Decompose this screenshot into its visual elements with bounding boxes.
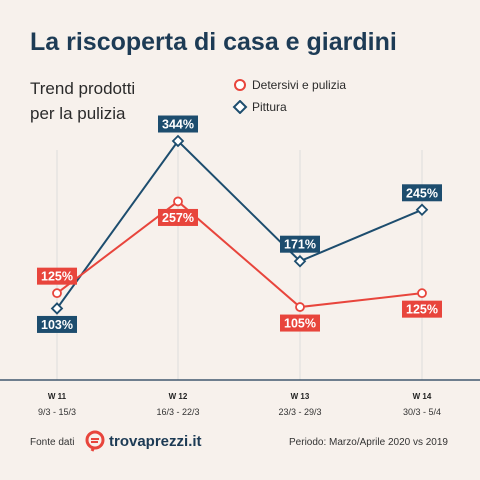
data-point-diamond — [171, 134, 185, 148]
data-label-box — [158, 115, 198, 133]
data-label-box — [402, 184, 442, 202]
series-line-pittura — [56, 139, 423, 310]
data-label: 105% — [284, 317, 316, 331]
data-label-box — [158, 208, 198, 226]
data-point-circle — [295, 302, 305, 312]
data-label: 344% — [162, 118, 194, 132]
circle-marker-icon — [234, 79, 246, 91]
data-label-box — [280, 235, 320, 253]
x-tick-date-label: 23/3 - 29/3 — [278, 407, 321, 417]
data-point-diamond — [415, 203, 429, 217]
data-label: 125% — [41, 270, 73, 284]
subtitle-line: per la pulizia — [30, 104, 126, 123]
x-tick-label: W 11 — [48, 392, 67, 401]
data-point-diamond — [293, 254, 307, 268]
data-label-box — [37, 267, 77, 285]
data-label: 125% — [406, 303, 438, 317]
diamond-marker-icon — [232, 100, 248, 114]
trovaprezzi-logo-icon — [85, 430, 105, 452]
data-label: 171% — [284, 238, 316, 252]
data-label-box — [402, 300, 442, 318]
data-label: 257% — [162, 211, 194, 225]
data-point-circle — [417, 288, 427, 299]
data-label: 103% — [41, 318, 73, 332]
data-label: 245% — [406, 186, 438, 200]
x-tick-date-label: 16/3 - 22/3 — [156, 407, 199, 417]
legend-label: Detersivi e pulizia — [252, 78, 347, 92]
data-label-box — [280, 314, 320, 332]
trovaprezzi-logo: trovaprezzi.it — [84, 430, 202, 452]
x-tick-label: W 14 — [413, 392, 432, 401]
data-point-diamond — [50, 302, 64, 315]
subtitle-line: Trend prodotti — [30, 79, 136, 98]
period-label: Periodo: Marzo/Aprile 2020 vs 2019 — [289, 437, 448, 448]
data-point-circle — [52, 288, 62, 299]
chart-title: La riscoperta di casa e giardini — [30, 28, 397, 56]
x-tick-label: W 13 — [291, 392, 310, 401]
data-label-box — [37, 315, 77, 333]
data-point-circle — [173, 196, 183, 207]
legend-item-detersivi: Detersivi e pulizia — [232, 78, 346, 92]
series-line-detersivi — [56, 200, 423, 309]
legend-label: Pittura — [252, 100, 287, 114]
legend-item-pittura: Pittura — [232, 100, 287, 114]
x-tick-label: W 12 — [169, 392, 188, 401]
x-tick-date-label: 9/3 - 15/3 — [38, 407, 76, 417]
source-label: Fonte dati — [30, 437, 75, 448]
chart-subtitle: Trend prodotti per la pulizia — [30, 76, 190, 126]
logo-text: trovaprezzi.it — [109, 432, 202, 450]
x-tick-date-label: 30/3 - 5/4 — [403, 407, 441, 417]
